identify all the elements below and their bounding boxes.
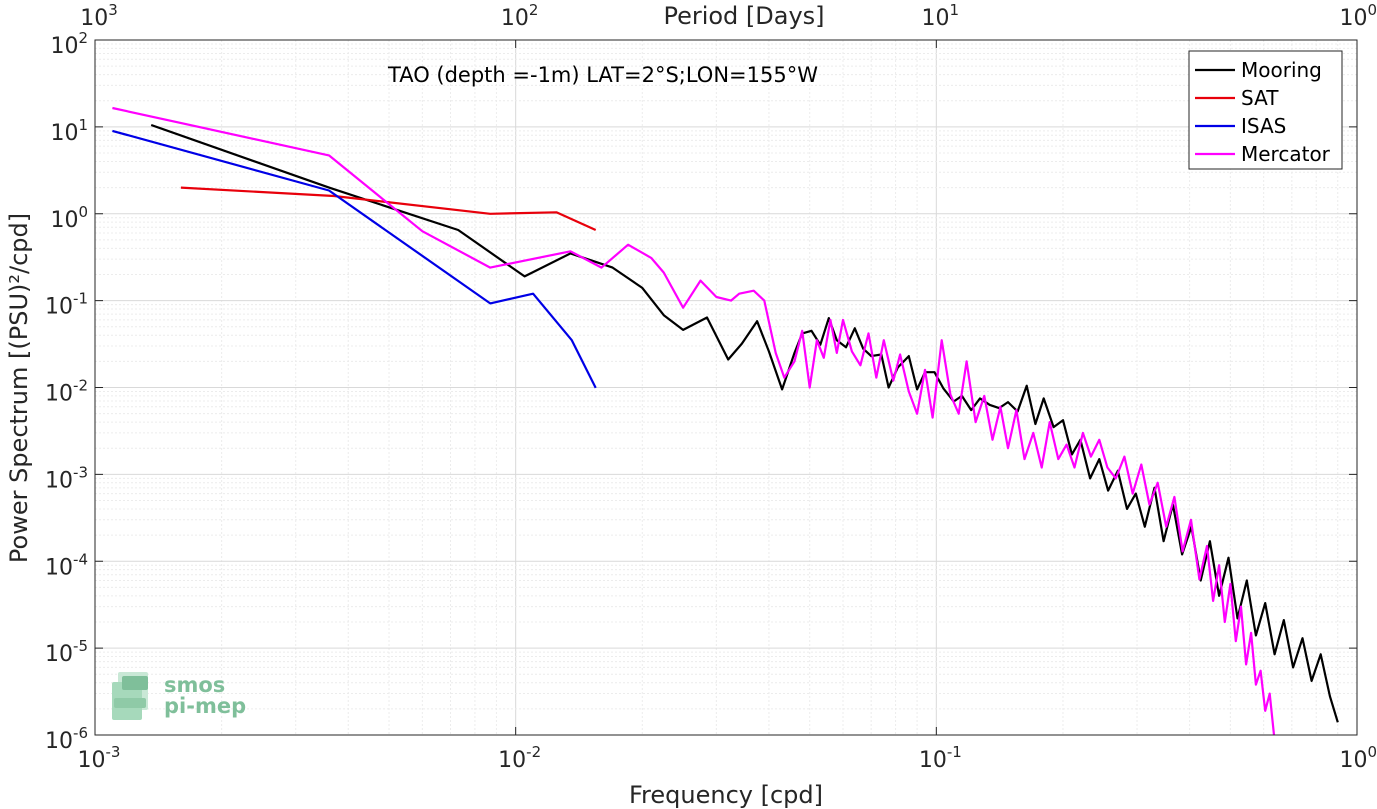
- x-tick-label: 10-1: [919, 743, 962, 773]
- x-tick-label: 100: [1339, 743, 1377, 773]
- series-line-sat: [180, 186, 597, 232]
- legend-label-mercator: Mercator: [1241, 142, 1331, 166]
- x-tick-label: 10-3: [78, 743, 121, 773]
- legend-label-isas: ISAS: [1241, 114, 1286, 138]
- y-tick-label: 10-5: [45, 637, 88, 667]
- logo-text-line1: smos: [164, 673, 225, 697]
- logo-mark-icon: [112, 672, 148, 720]
- y-tick-label: 10-2: [45, 377, 88, 407]
- top-tick-label: 101: [922, 1, 960, 31]
- y-tick-label: 100: [50, 203, 88, 233]
- y-tick-label: 101: [50, 116, 88, 146]
- legend-entries: Mooring SAT ISAS Mercator: [1195, 58, 1331, 166]
- series-line-mercator: [112, 106, 1276, 736]
- y-tick-label: 102: [50, 29, 88, 59]
- top-tick-label: 100: [1339, 1, 1377, 31]
- axis-ticks: [94, 39, 1358, 736]
- y-tick-label: 10-1: [45, 290, 88, 320]
- y-tick-label: 10-4: [45, 550, 88, 580]
- y-tick-label: 10-6: [45, 724, 88, 754]
- series-line-isas: [112, 129, 597, 389]
- chart-title: TAO (depth =-1m) LAT=2°S;LON=155°W: [387, 63, 818, 87]
- legend-label-mooring: Mooring: [1241, 58, 1322, 82]
- x-tick-label: 10-2: [498, 743, 541, 773]
- y-axis-label: Power Spectrum [(PSU)²/cpd]: [5, 213, 33, 563]
- x-axis-label: Frequency [cpd]: [629, 781, 823, 809]
- y-tick-label: 10-3: [45, 463, 88, 493]
- legend-label-sat: SAT: [1241, 86, 1279, 110]
- series-line-mooring: [150, 123, 1339, 723]
- top-axis-label: Period [Days]: [663, 2, 824, 30]
- top-tick-label: 103: [80, 1, 118, 31]
- smos-pi-mep-logo: smos pi-mep: [112, 672, 246, 720]
- plot-series: [112, 106, 1339, 736]
- top-tick-label: 102: [501, 1, 539, 31]
- logo-text-line2: pi-mep: [164, 694, 246, 718]
- legend: Mooring SAT ISAS Mercator: [1188, 50, 1343, 170]
